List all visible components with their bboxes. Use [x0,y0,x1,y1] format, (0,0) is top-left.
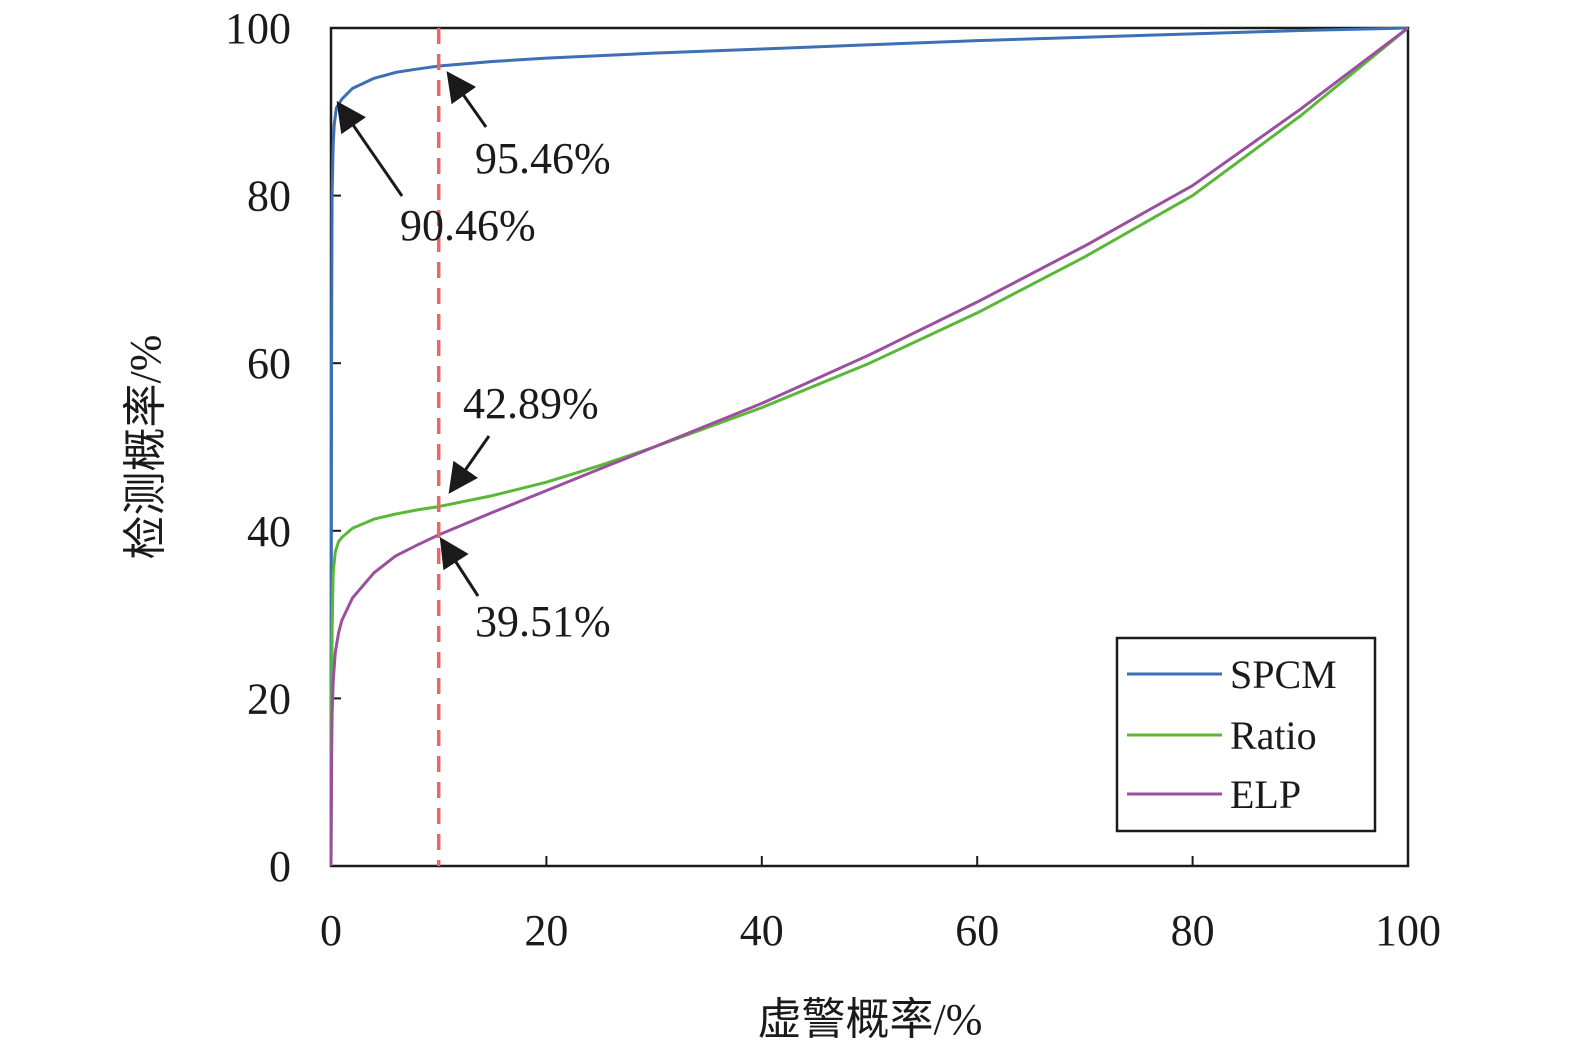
y-axis-label: 检测概率/% [121,335,170,560]
x-tick-label: 0 [320,906,342,955]
x-tick-label: 80 [1171,906,1215,955]
legend: SPCM Ratio ELP [1115,636,1377,833]
y-tick-label: 60 [247,339,291,388]
annotation-arrow [439,536,480,597]
y-tick-label: 20 [247,674,291,723]
annotation-label: 90.46% [400,201,536,250]
legend-item-ratio: Ratio [1127,713,1317,758]
series-line-spcm [329,26,1409,867]
legend-label-spcm: SPCM [1230,652,1337,697]
annotation-arrow [336,101,404,197]
annotation-label: 42.89% [463,379,599,428]
legend-label-ratio: Ratio [1230,713,1317,758]
annotations: 95.46% 90.46% 42.89% 39.51% [336,71,611,646]
axes: 0 20 40 60 80 100 0 20 40 60 80 100 [225,4,1441,955]
y-tick-label: 0 [269,842,291,891]
annotation-arrow [448,435,491,494]
x-tick-label: 20 [524,906,568,955]
annotation-arrow [446,71,488,128]
annotation-label: 39.51% [475,597,611,646]
y-tick-label: 40 [247,507,291,556]
y-tick-label: 80 [247,172,291,221]
x-tick-label: 60 [955,906,999,955]
legend-item-spcm: SPCM [1127,652,1337,697]
legend-label-elp: ELP [1230,772,1301,817]
y-tick-label: 100 [225,4,291,53]
annotation-label: 95.46% [475,134,611,183]
legend-item-elp: ELP [1127,772,1301,817]
x-tick-label: 100 [1375,906,1441,955]
x-tick-label: 40 [740,906,784,955]
x-axis-label: 虚警概率/% [758,995,983,1044]
